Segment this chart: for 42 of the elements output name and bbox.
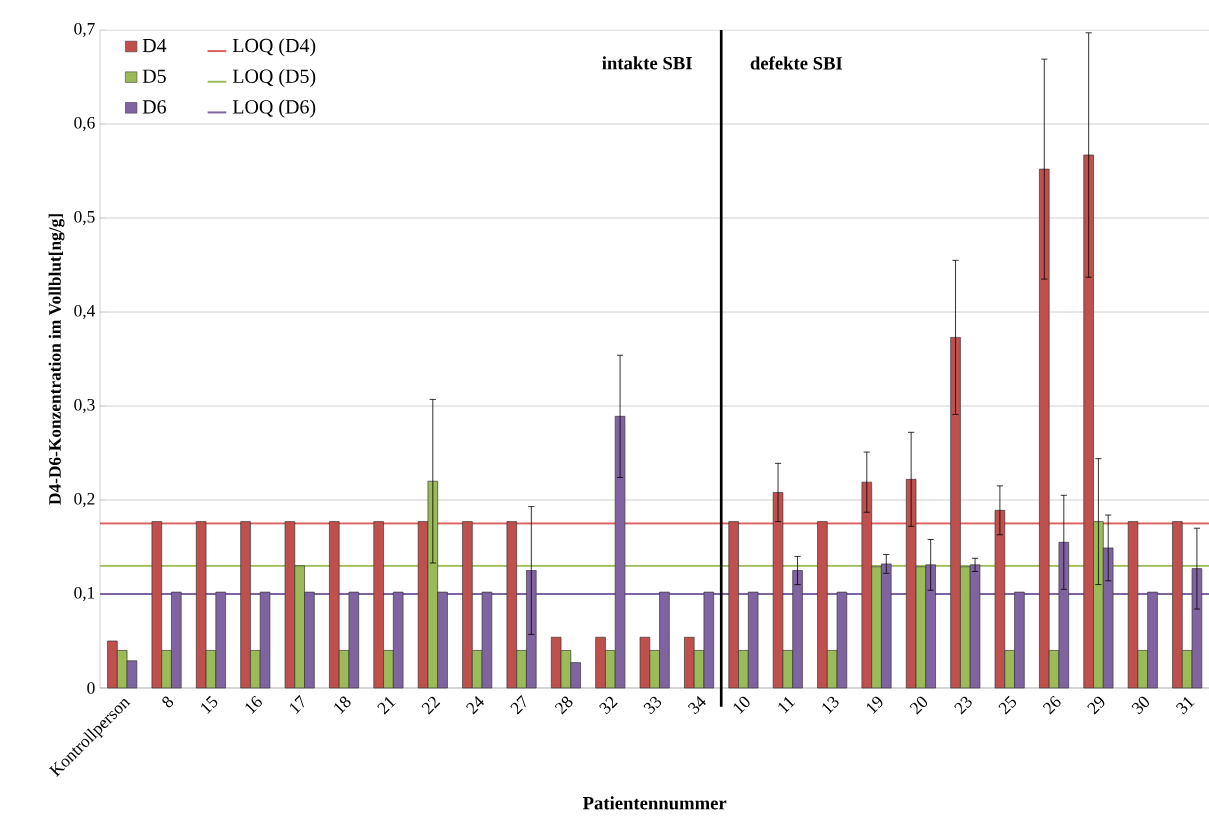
annotation: intakte SBI <box>602 56 692 70</box>
x-tick-label: 23 <box>954 696 972 715</box>
x-tick-label: 28 <box>554 696 573 715</box>
x-axis-title: Patientennummer <box>582 796 727 810</box>
x-tick-label: 10 <box>733 696 750 714</box>
x-tick-label: 15 <box>201 695 218 714</box>
y-tick-label: 0,6 <box>74 116 95 132</box>
x-tick-label: 19 <box>866 696 883 714</box>
legend-label: D6 <box>142 100 167 114</box>
y-tick-label: 0,1 <box>74 586 95 602</box>
x-tick-label: 33 <box>643 696 662 715</box>
legend-label: LOQ (D5) <box>232 68 316 88</box>
x-tick-label: 20 <box>909 696 928 715</box>
legend-label: D5 <box>142 69 166 83</box>
y-tick-label: 0 <box>87 682 95 694</box>
legend-label: LOQ (D4) <box>232 38 316 57</box>
x-tick-label: 34 <box>687 695 706 715</box>
y-axis-title: D4-D6-Konzentration im Vollblut[ng/g] <box>48 214 65 505</box>
x-tick-label: 32 <box>599 696 618 715</box>
y-tick-label: 0,2 <box>74 492 95 508</box>
x-tick-label: 24 <box>466 695 485 715</box>
annotation: defekte SBI <box>750 56 843 70</box>
y-tick-label: 0,5 <box>74 210 95 226</box>
x-tick-label: 21 <box>377 697 396 715</box>
x-tick-label: 16 <box>245 695 262 714</box>
x-tick-label: 17 <box>289 695 304 714</box>
x-tick-label: 8 <box>162 696 174 708</box>
y-tick-label: 0,7 <box>74 22 95 38</box>
y-tick-label: 0,4 <box>74 304 96 320</box>
x-tick-label: 22 <box>421 696 441 715</box>
x-tick-label: 26 <box>1042 695 1061 715</box>
x-tick-label: 31 <box>1176 697 1195 715</box>
x-tick-label: 18 <box>334 696 351 714</box>
x-tick-label: 11 <box>778 697 796 714</box>
x-tick-label: 13 <box>822 696 839 714</box>
x-tick-label: 27 <box>510 695 526 715</box>
legend-label: LOQ (D6) <box>232 99 316 118</box>
x-tick-label: 30 <box>1131 696 1149 715</box>
legend-label: D4 <box>142 38 167 53</box>
y-tick-label: 0,3 <box>74 398 95 414</box>
x-tick-label: 29 <box>1087 696 1105 715</box>
x-tick-label: 25 <box>998 695 1017 715</box>
